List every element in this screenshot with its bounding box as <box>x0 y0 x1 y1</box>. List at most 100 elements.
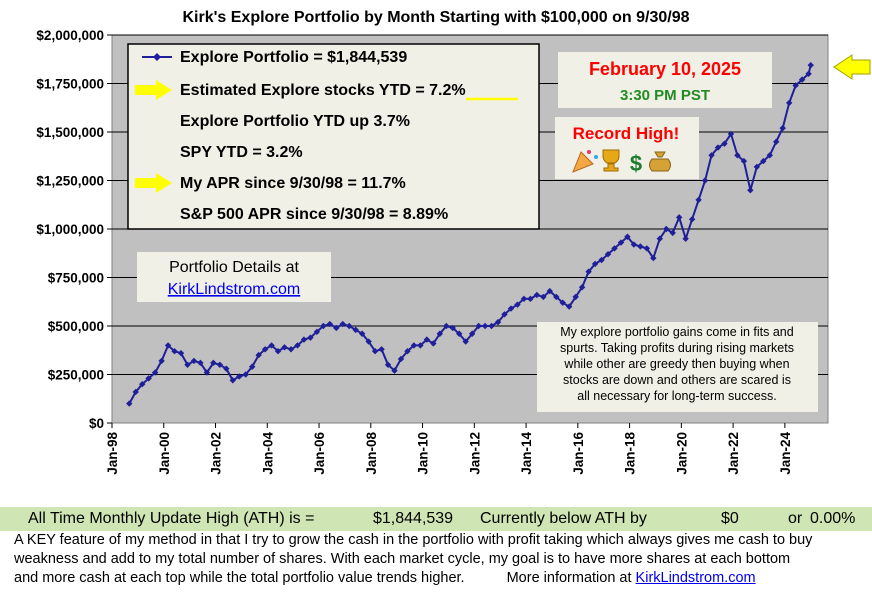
footnote-line-3-text: and more cash at each top while the tota… <box>14 570 465 586</box>
legend-entry: Explore Portfolio = $1,844,539 <box>180 49 407 66</box>
data-point <box>559 299 566 306</box>
data-point <box>520 295 528 303</box>
data-point <box>462 338 469 345</box>
note-line: My explore portfolio gains come in fits … <box>560 325 793 339</box>
data-point <box>326 320 334 328</box>
data-point <box>365 338 372 345</box>
x-tick-label: Jan-08 <box>364 432 379 475</box>
data-point <box>721 140 728 147</box>
data-point <box>443 322 450 330</box>
data-point <box>384 361 392 368</box>
ath-label: All Time Monthly Update High (ATH) is = <box>28 510 315 527</box>
data-point <box>566 303 573 310</box>
data-point <box>248 363 256 370</box>
data-point <box>494 318 502 326</box>
legend-entry: SPY YTD = 3.2% <box>180 144 303 161</box>
data-point <box>468 330 476 337</box>
data-point <box>675 214 683 221</box>
data-point <box>410 342 418 349</box>
note-line: all necessary for long-term success. <box>577 389 776 403</box>
footnote-line-2: weakness and add to my total number of s… <box>14 551 791 567</box>
ath-bar: All Time Monthly Update High (ATH) is = … <box>0 507 872 531</box>
yellow-arrow-icon <box>135 80 172 100</box>
data-point <box>320 322 327 330</box>
data-point <box>481 322 489 330</box>
x-tick-label: Jan-14 <box>519 432 534 475</box>
note-line: while other are greedy then buying when <box>563 357 789 371</box>
data-point <box>346 322 353 330</box>
data-point <box>171 348 178 355</box>
legend-entry: Explore Portfolio YTD up 3.7% <box>180 113 410 130</box>
x-tick-label: Jan-02 <box>209 432 224 475</box>
note-line: spurts. Taking profits during rising mar… <box>560 341 794 355</box>
data-point <box>404 348 411 355</box>
more-info-link[interactable]: KirkLindstrom.com <box>635 570 756 586</box>
data-point <box>177 349 185 357</box>
data-point <box>514 301 521 308</box>
legend-box <box>127 43 540 230</box>
data-point <box>773 138 780 145</box>
time-label: 3:30 PM PST <box>620 87 710 104</box>
data-point <box>229 377 236 384</box>
x-tick-label: Jan-22 <box>726 432 741 475</box>
confetti-dot <box>587 150 591 154</box>
data-point <box>785 99 793 107</box>
y-tick-label: $250,000 <box>48 368 104 383</box>
legend-entry: Estimated Explore stocks YTD = 7.2% <box>180 82 466 99</box>
data-point <box>540 293 547 301</box>
y-tick-label: $1,000,000 <box>36 222 104 237</box>
y-tick-label: $0 <box>89 416 104 431</box>
data-point <box>805 70 812 77</box>
data-point <box>475 322 482 330</box>
data-point <box>747 187 754 194</box>
record-high-label: Record High! <box>573 124 680 143</box>
data-point <box>753 163 761 171</box>
date-label: February 10, 2025 <box>589 59 741 79</box>
data-point <box>255 351 262 359</box>
legend-entry: My APR since 9/30/98 = 11.7% <box>180 175 406 192</box>
data-point <box>695 196 702 204</box>
data-point <box>617 239 625 246</box>
data-point <box>598 256 605 264</box>
data-point <box>203 369 211 376</box>
data-point <box>456 330 463 337</box>
data-point <box>701 177 709 184</box>
x-tick-label: Jan-04 <box>260 432 275 475</box>
data-point <box>423 336 431 343</box>
data-point <box>779 124 786 132</box>
data-point <box>242 371 249 378</box>
yellow-arrow-icon <box>135 173 172 193</box>
data-point <box>126 400 133 407</box>
data-point <box>132 388 139 396</box>
data-point <box>798 76 806 83</box>
data-point <box>546 287 553 295</box>
data-point <box>184 361 191 368</box>
data-point <box>333 324 340 332</box>
details-link[interactable]: KirkLindstrom.com <box>168 281 300 298</box>
data-point <box>643 245 651 252</box>
data-point <box>488 322 495 330</box>
data-point <box>151 369 159 376</box>
x-tick-label: Jan-18 <box>623 432 638 475</box>
footnote-line-1: A KEY feature of my method in that I try… <box>14 532 813 548</box>
below-ath-label: Currently below ATH by <box>480 510 647 527</box>
data-point <box>611 245 618 252</box>
data-point <box>268 342 275 349</box>
data-point <box>578 284 586 291</box>
data-point <box>760 157 767 165</box>
data-point <box>190 357 198 365</box>
data-point <box>708 152 715 159</box>
date-box <box>558 52 772 108</box>
ath-value: $1,844,539 <box>373 510 454 527</box>
data-point <box>792 82 799 89</box>
data-point <box>358 330 366 337</box>
data-point <box>294 342 301 349</box>
data-point <box>158 357 165 365</box>
below-ath-amount: $0 <box>721 510 739 527</box>
data-point <box>352 326 359 334</box>
data-point <box>236 373 243 380</box>
x-tick-label: Jan-12 <box>467 432 482 475</box>
x-tick-label: Jan-24 <box>778 432 793 475</box>
data-point <box>507 305 515 312</box>
data-point <box>740 157 748 165</box>
